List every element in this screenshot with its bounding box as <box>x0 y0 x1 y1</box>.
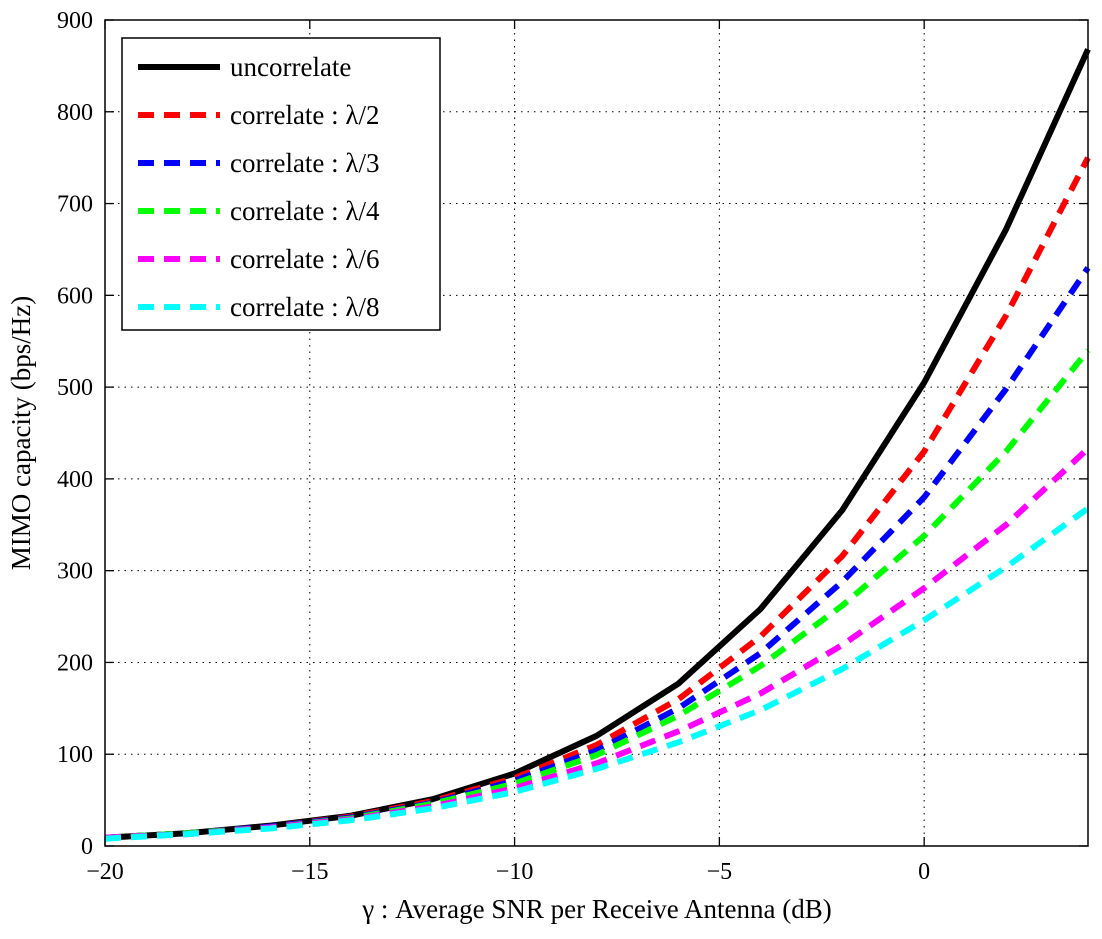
legend-label-0: uncorrelate <box>230 52 351 82</box>
x-tick-label: −5 <box>707 859 733 885</box>
legend: uncorrelate correlate : λ/2 correlate : λ/… <box>121 37 441 331</box>
y-tick-label: 900 <box>57 8 93 34</box>
legend-box <box>121 37 441 331</box>
y-tick-label: 100 <box>57 742 93 768</box>
legend-label-1: correlate : λ/2 <box>230 100 380 130</box>
series-line-5 <box>104 505 1090 842</box>
plot-frame <box>104 19 1089 847</box>
y-axis-label: MIMO capacity (bps/Hz) <box>6 296 36 570</box>
y-tick-label: 300 <box>57 559 93 585</box>
y-tick-label: 800 <box>57 100 93 126</box>
y-tick-label: 600 <box>57 283 93 309</box>
legend-label-3: correlate : λ/4 <box>230 196 380 226</box>
legend-label-5: correlate : λ/8 <box>230 292 380 322</box>
y-tick-label: 500 <box>57 375 93 401</box>
series-lines <box>104 48 1091 842</box>
x-tick-label: −10 <box>496 859 534 885</box>
y-tick-label: 200 <box>57 650 93 676</box>
y-tick-label: 700 <box>57 192 93 218</box>
legend-label-2: correlate : λ/3 <box>230 148 380 178</box>
x-tick-label: −20 <box>86 859 124 885</box>
legend-label-4: correlate : λ/6 <box>230 244 380 274</box>
x-tick-label: −15 <box>291 859 329 885</box>
y-tick-label: 0 <box>81 834 93 860</box>
x-axis-label: γ : Average SNR per Receive Antenna (dB) <box>361 894 832 924</box>
ticks: −20 −15 −10 −5 0 0 100 200 300 400 500 600 700 800 900 <box>57 8 1088 885</box>
y-tick-label: 400 <box>57 467 93 493</box>
x-tick-label: 0 <box>918 859 930 885</box>
